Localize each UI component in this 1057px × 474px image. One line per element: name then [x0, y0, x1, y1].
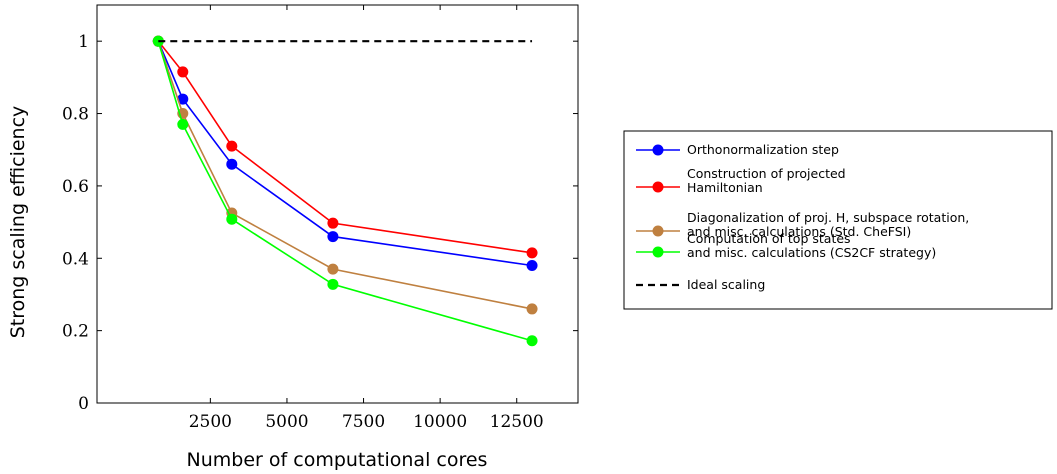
legend-label-4: Ideal scaling	[687, 277, 765, 292]
data-point-0-4	[526, 260, 538, 272]
x-tick-label: 5000	[265, 412, 308, 432]
data-point-1-1	[177, 66, 189, 78]
legend-label-2: and misc. calculations (Std. CheFSI)	[687, 224, 911, 239]
series-line-0	[157, 40, 533, 267]
y-tick-label: 0.2	[62, 322, 89, 342]
x-tick-label: 7500	[342, 412, 385, 432]
legend-label-1: Hamiltonian	[687, 180, 763, 195]
y-tick-label: 1	[78, 32, 89, 52]
x-axis-label: Number of computational cores	[187, 449, 488, 471]
series-line-3	[157, 40, 533, 342]
y-tick-label: 0.6	[62, 177, 89, 197]
legend-label-2: Diagonalization of proj. H, subspace rot…	[687, 210, 969, 225]
data-point-2-3	[327, 263, 339, 275]
axes-frame	[96, 4, 579, 404]
data-point-1-4	[526, 247, 538, 259]
data-point-0-3	[327, 231, 339, 243]
legend-swatch-marker-2	[652, 225, 664, 237]
x-tick-label: 12500	[490, 412, 544, 432]
legend-swatch-marker-3	[652, 246, 664, 258]
data-point-0-2	[226, 158, 238, 170]
y-axis-label: Strong scaling efficiency	[7, 106, 29, 339]
y-tick-label: 0.4	[62, 249, 89, 269]
data-point-2-4	[526, 303, 538, 315]
data-point-3-2	[226, 213, 238, 225]
series-line-1	[157, 40, 533, 254]
data-point-3-4	[526, 335, 538, 347]
y-tick-label: 0.8	[62, 105, 89, 125]
legend-box	[623, 130, 1053, 310]
legend: Orthonormalization step Construction of p…	[623, 130, 1053, 310]
x-tick-label: 10000	[413, 412, 467, 432]
data-point-1-3	[327, 217, 339, 229]
data-point-1-2	[226, 140, 238, 152]
legend-label-3: and misc. calculations (CS2CF strategy)	[687, 245, 936, 260]
data-point-3-3	[327, 278, 339, 290]
data-point-0-1	[177, 93, 189, 105]
legend-label-3: Computation of top states	[687, 231, 851, 246]
y-tick-label: 0	[78, 394, 89, 414]
legend-swatch-marker-1	[652, 181, 664, 193]
data-point-3-1	[177, 118, 189, 130]
axes: 2500 5000 7500 10000 12500 0 0.2 0.4 0.6 0.8 1	[62, 4, 579, 432]
legend-swatch-marker-0	[652, 144, 664, 156]
plot-area	[152, 35, 538, 347]
x-tick-label: 2500	[189, 412, 232, 432]
legend-label-1: Construction of projected	[687, 166, 846, 181]
series-line-2	[157, 40, 533, 310]
legend-label-0: Orthonormalization step	[687, 142, 839, 157]
